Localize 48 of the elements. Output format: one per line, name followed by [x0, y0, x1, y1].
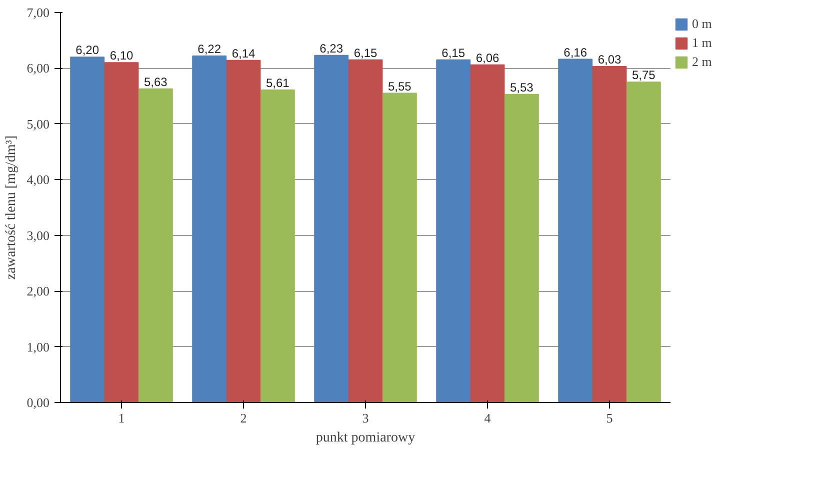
data-label: 6,15: [354, 46, 378, 60]
y-tick-label: 7,00: [26, 5, 50, 20]
bar: [382, 92, 417, 402]
x-tick-label: 4: [484, 410, 492, 426]
bar: [226, 60, 261, 402]
y-tick-label: 3,00: [26, 228, 50, 243]
bar: [314, 54, 349, 402]
data-label: 6,10: [110, 48, 134, 63]
data-label: 5,61: [266, 76, 290, 90]
legend-label: 2 m: [692, 54, 712, 70]
y-tick-label: 6,00: [26, 60, 50, 76]
data-label: 5,63: [144, 74, 168, 89]
x-tick-label: 1: [118, 410, 125, 426]
x-tick-label: 3: [362, 410, 369, 426]
legend-label: 1 m: [692, 35, 712, 51]
bar: [104, 62, 139, 402]
x-tick-label: 2: [240, 410, 247, 426]
bar: [470, 64, 505, 402]
data-label: 5,75: [632, 68, 656, 82]
data-label: 6,03: [598, 52, 622, 67]
y-tick-label: 0,00: [26, 395, 50, 410]
y-tick-label: 4,00: [26, 172, 50, 188]
y-tick-label: 2,00: [26, 284, 50, 299]
bar: [626, 82, 661, 402]
y-tick-label: 5,00: [26, 116, 50, 132]
data-label: 6,20: [76, 43, 100, 58]
bar: [260, 89, 295, 402]
x-axis-title: punkt pomiarowy: [316, 430, 416, 446]
x-tick-label: 5: [606, 410, 613, 426]
bar: [592, 66, 627, 402]
bar: [192, 55, 227, 402]
bar: [70, 56, 105, 402]
bar: [436, 59, 471, 402]
data-label: 6,14: [232, 46, 256, 60]
data-label: 6,15: [442, 46, 466, 60]
data-label: 6,23: [320, 41, 344, 56]
data-label: 5,55: [388, 79, 412, 94]
data-label: 6,06: [476, 50, 500, 65]
legend-label: 0 m: [692, 16, 712, 32]
y-axis-title: zawartość tlenu [mg/dm³]: [4, 135, 19, 280]
data-label: 6,22: [198, 42, 222, 56]
bar: [558, 58, 593, 402]
bar: [138, 88, 173, 402]
data-label: 6,16: [564, 45, 588, 60]
bar: [348, 59, 383, 402]
bar: [504, 94, 539, 402]
data-label: 5,53: [510, 80, 534, 94]
y-tick-label: 1,00: [26, 339, 50, 354]
